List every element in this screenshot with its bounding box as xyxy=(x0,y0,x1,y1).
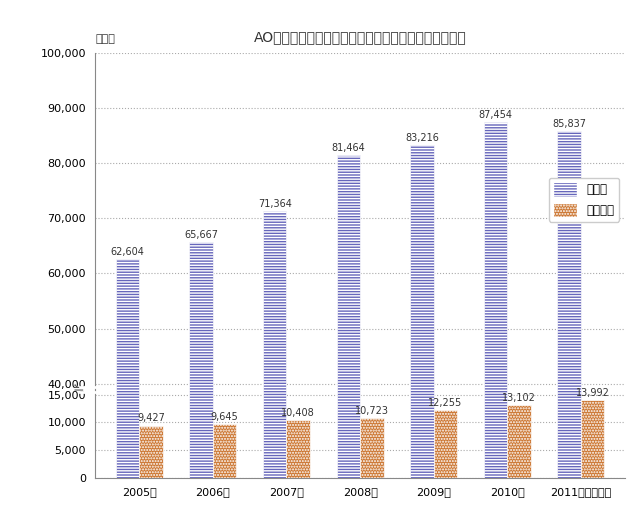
Text: 81,464: 81,464 xyxy=(332,143,365,153)
Bar xyxy=(337,155,360,478)
Bar xyxy=(140,425,163,478)
Legend: 私立大, 私立短大: 私立大, 私立短大 xyxy=(548,177,619,222)
Text: 10,408: 10,408 xyxy=(282,408,315,418)
Text: （人）: （人） xyxy=(95,34,115,44)
Bar xyxy=(434,410,457,478)
Text: 13,992: 13,992 xyxy=(576,388,609,398)
Text: 9,645: 9,645 xyxy=(211,412,239,422)
Bar xyxy=(581,400,604,478)
Text: ≒: ≒ xyxy=(72,382,84,396)
Bar xyxy=(410,145,434,478)
Bar xyxy=(263,211,287,478)
Text: 87,454: 87,454 xyxy=(479,110,513,120)
Bar xyxy=(360,418,383,478)
Bar xyxy=(557,131,581,478)
Bar xyxy=(189,242,213,478)
Text: 62,604: 62,604 xyxy=(111,247,145,257)
Text: 10,723: 10,723 xyxy=(355,406,389,416)
Text: 83,216: 83,216 xyxy=(405,133,439,143)
Title: AO入試における私立大・短大：過去７年の志願者推移: AO入試における私立大・短大：過去７年の志願者推移 xyxy=(253,31,467,45)
Text: 9,427: 9,427 xyxy=(137,413,165,423)
Bar xyxy=(213,424,236,478)
Bar xyxy=(508,405,531,478)
Text: 65,667: 65,667 xyxy=(184,230,218,240)
Text: 71,364: 71,364 xyxy=(258,198,292,208)
Bar xyxy=(484,122,508,478)
Text: 85,837: 85,837 xyxy=(552,118,586,129)
Bar xyxy=(287,420,310,478)
Text: 12,255: 12,255 xyxy=(428,398,463,408)
Text: 13,102: 13,102 xyxy=(502,393,536,403)
Bar xyxy=(116,259,140,478)
